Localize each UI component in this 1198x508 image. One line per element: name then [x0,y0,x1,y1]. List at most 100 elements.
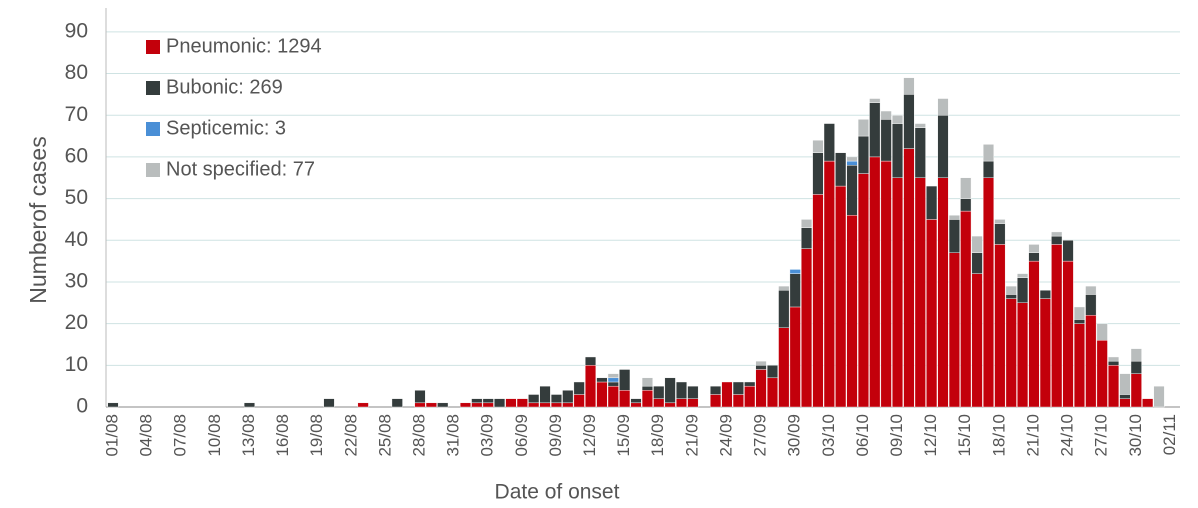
bar-segment [937,177,949,408]
bar-segment [641,390,653,408]
bar-segment [766,365,778,379]
bar-segment [471,402,483,408]
bar-segment [494,398,506,408]
bar-segment [903,148,915,408]
bar-segment [778,290,790,328]
bar-segment [812,194,824,408]
x-tick-label: 30/10 [1126,414,1145,457]
bar-segment [755,365,767,370]
bar-segment [926,219,938,408]
bar-segment [914,177,926,408]
x-tick-label: 15/09 [614,414,633,457]
bar-segment [1108,356,1120,362]
y-tick-label: 90 [65,19,88,42]
x-tick-label: 31/08 [444,414,463,457]
bar-segment [857,173,869,408]
bar-segment [982,177,994,408]
x-tick-label: 16/08 [273,414,292,457]
bar-segment [1073,319,1085,324]
y-tick-label: 80 [65,61,88,84]
bar-segment [687,385,699,399]
bar-segment [664,402,676,408]
bar-segment [585,356,597,366]
x-tick-label: 03/09 [478,414,497,457]
bar-segment [744,385,756,408]
bar-segment [732,381,744,395]
x-tick-label: 07/08 [171,414,190,457]
bar-segment [948,219,960,253]
bar-segment [937,98,949,116]
y-tick-label: 10 [65,353,88,376]
x-tick-label: 13/08 [239,414,258,457]
bar-segment [562,390,574,404]
x-tick-label: 09/09 [546,414,565,457]
bar-segment [835,152,847,187]
bar-segment [482,398,494,404]
bar-segment [971,235,983,253]
bar-segment [994,219,1006,224]
bar-segment [1028,244,1040,253]
bar-segment [710,385,722,395]
bar-segment [1119,373,1131,395]
bar-segment [755,360,767,366]
bar-segment [914,127,926,178]
bar-segment [812,140,824,153]
bar-segment [812,152,824,195]
bar-segment [630,402,642,408]
bar-segment [1028,260,1040,408]
bar-segment [846,215,858,408]
bar-segment [1085,285,1097,295]
bar-segment [1085,294,1097,316]
x-tick-label: 28/08 [409,414,428,457]
bar-segment [1085,315,1097,408]
x-tick-label: 02/11 [1160,414,1179,455]
bar-segment [539,402,551,408]
bar-segment [846,165,858,216]
bar-segment [789,306,801,408]
bar-segment [323,398,335,408]
bar-segment [937,115,949,178]
x-tick-label: 12/09 [580,414,599,457]
x-tick-label: 18/10 [989,414,1008,457]
bar-segment [414,390,426,404]
bar-segment [801,219,813,228]
bar-segment [755,369,767,408]
bar-segment [528,402,540,408]
x-tick-label: 06/09 [512,414,531,457]
x-tick-label: 19/08 [307,414,326,457]
bar-segment [1142,398,1154,408]
bar-segment [1119,398,1131,408]
x-axis-title: Date of onset [495,481,620,504]
bar-segment [573,394,585,408]
legend-swatch [146,40,160,54]
bar-segment [994,244,1006,408]
bar-segment [869,156,881,408]
bar-segment [892,177,904,408]
bar-segment [107,402,119,408]
bar-segment [801,227,813,249]
y-tick-label: 40 [65,228,88,251]
bar-segment [1062,240,1074,262]
bar-segment [585,365,597,408]
bar-segment [437,402,449,408]
bar-segment [539,385,551,404]
bar-segment [778,285,790,291]
x-tick-label: 27/09 [751,414,770,457]
bar-segment [471,398,483,404]
x-tick-label: 21/10 [1023,414,1042,457]
bar-segment [869,102,881,158]
bar-segment [562,402,574,408]
bar-segment [744,381,756,387]
bar-segment [687,398,699,408]
bar-segment [982,160,994,178]
bar-segment [1130,348,1142,362]
y-tick-label: 50 [65,186,88,209]
bar-segment [1073,323,1085,408]
bar-segment [903,77,915,95]
bar-segment [982,144,994,162]
x-tick-label: 04/08 [137,414,156,457]
bar-segment [1062,260,1074,408]
x-tick-label: 24/10 [1058,414,1077,457]
bar-segment [664,377,676,404]
